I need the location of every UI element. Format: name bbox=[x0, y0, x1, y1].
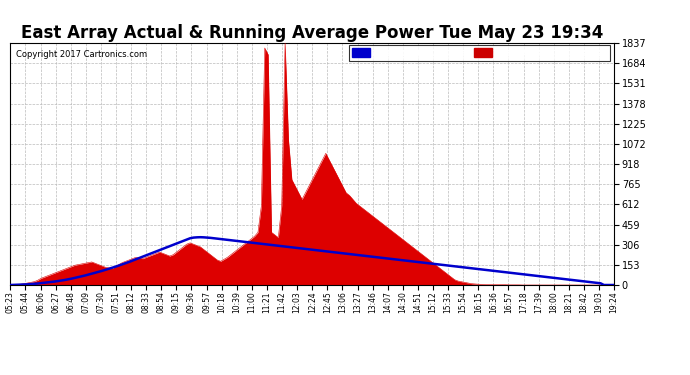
Title: East Array Actual & Running Average Power Tue May 23 19:34: East Array Actual & Running Average Powe… bbox=[21, 24, 604, 42]
Legend: Average (DC Watts), East Array (DC Watts): Average (DC Watts), East Array (DC Watts… bbox=[348, 45, 609, 61]
Text: Copyright 2017 Cartronics.com: Copyright 2017 Cartronics.com bbox=[17, 50, 148, 59]
